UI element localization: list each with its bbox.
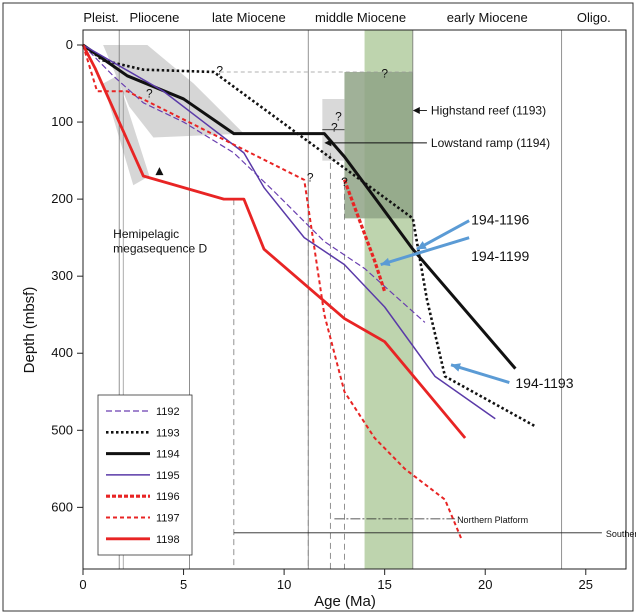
pointer-arrow [416,219,470,251]
triangle-marker [155,167,164,176]
y-tick-label: 600 [51,499,73,514]
question-mark: ? [146,87,153,101]
annotation-label: Northern Platform [457,515,528,525]
y-tick-label: 0 [66,37,73,52]
question-mark: ? [331,120,338,134]
x-tick-label: 20 [478,577,492,592]
x-tick-label: 0 [79,577,86,592]
epoch-label: Oligo. [577,10,611,25]
plot-frame [82,29,627,570]
series-layer [81,43,537,539]
y-tick-label: 300 [51,268,73,283]
legend-label: 1192 [156,406,180,418]
legend-label: 1196 [156,491,180,503]
question-mark: ? [341,175,348,189]
legend-label: 1193 [156,427,180,439]
question-mark: ? [216,63,223,77]
x-tick-label: 15 [377,577,391,592]
annotation-label: 194-1199 [471,248,529,264]
annotation-label: 194-1193 [515,375,573,391]
legend-label: 1197 [156,513,180,525]
series-line-1196 [342,179,387,293]
y-tick-label: 400 [51,345,73,360]
series-line-1198 [81,44,467,439]
x-tick-label: 5 [180,577,187,592]
legend-label: 1194 [156,449,180,461]
pointer-arrow [380,236,470,267]
x-tick-label: 25 [579,577,593,592]
x-tick-label: 10 [277,577,291,592]
series-line-1195 [82,44,496,420]
annotation-arrowhead [412,107,420,114]
annotation-arrowhead [324,139,332,147]
annotation-label: Hemipelagic [113,227,179,241]
annotation-label: 194-1196 [471,212,529,228]
pointer-arrowhead [451,363,461,372]
pointer-arrowhead [380,257,391,267]
question-mark: ? [307,171,314,185]
epoch-label: late Miocene [212,10,286,25]
pointer-arrow [450,363,510,384]
pointer-arrowhead [416,241,427,250]
question-mark: ? [381,67,388,81]
legend-label: 1198 [156,534,180,546]
series-line-1192 [82,44,426,323]
series-line-1197 [82,44,463,539]
legend-label: 1195 [156,470,180,482]
annotation-layer: Highstand reef (1193) Lowstand ramp (1194… [113,63,636,538]
legend: 1192 1193 1194 1195 1196 1197 1198 [97,394,193,556]
y-tick-label: 100 [51,114,73,129]
epoch-label: early Miocene [447,10,528,25]
annotation-label: Highstand reef (1193) [431,104,546,118]
epoch-label: middle Miocene [315,10,406,25]
epoch-label: Pliocene [129,10,179,25]
shaded-region-2 [103,75,150,186]
question-mark: ? [335,110,342,124]
axis-layer: Pleist. Pliocene late Miocene middle Miocen… [51,10,627,592]
y-tick-label: 500 [51,422,73,437]
y-axis-label: Depth (mbsf) [21,287,38,374]
shaded-region-3 [344,71,413,219]
annotation-label: Lowstand ramp (1194) [431,136,550,150]
x-axis-label: Age (Ma) [314,593,376,610]
series-line-1194 [82,43,517,370]
annotation-label: megasequence D [113,241,207,255]
annotation-label: Southern Platfo [606,529,636,539]
y-tick-label: 200 [51,191,73,206]
epoch-label: Pleist. [83,10,118,25]
